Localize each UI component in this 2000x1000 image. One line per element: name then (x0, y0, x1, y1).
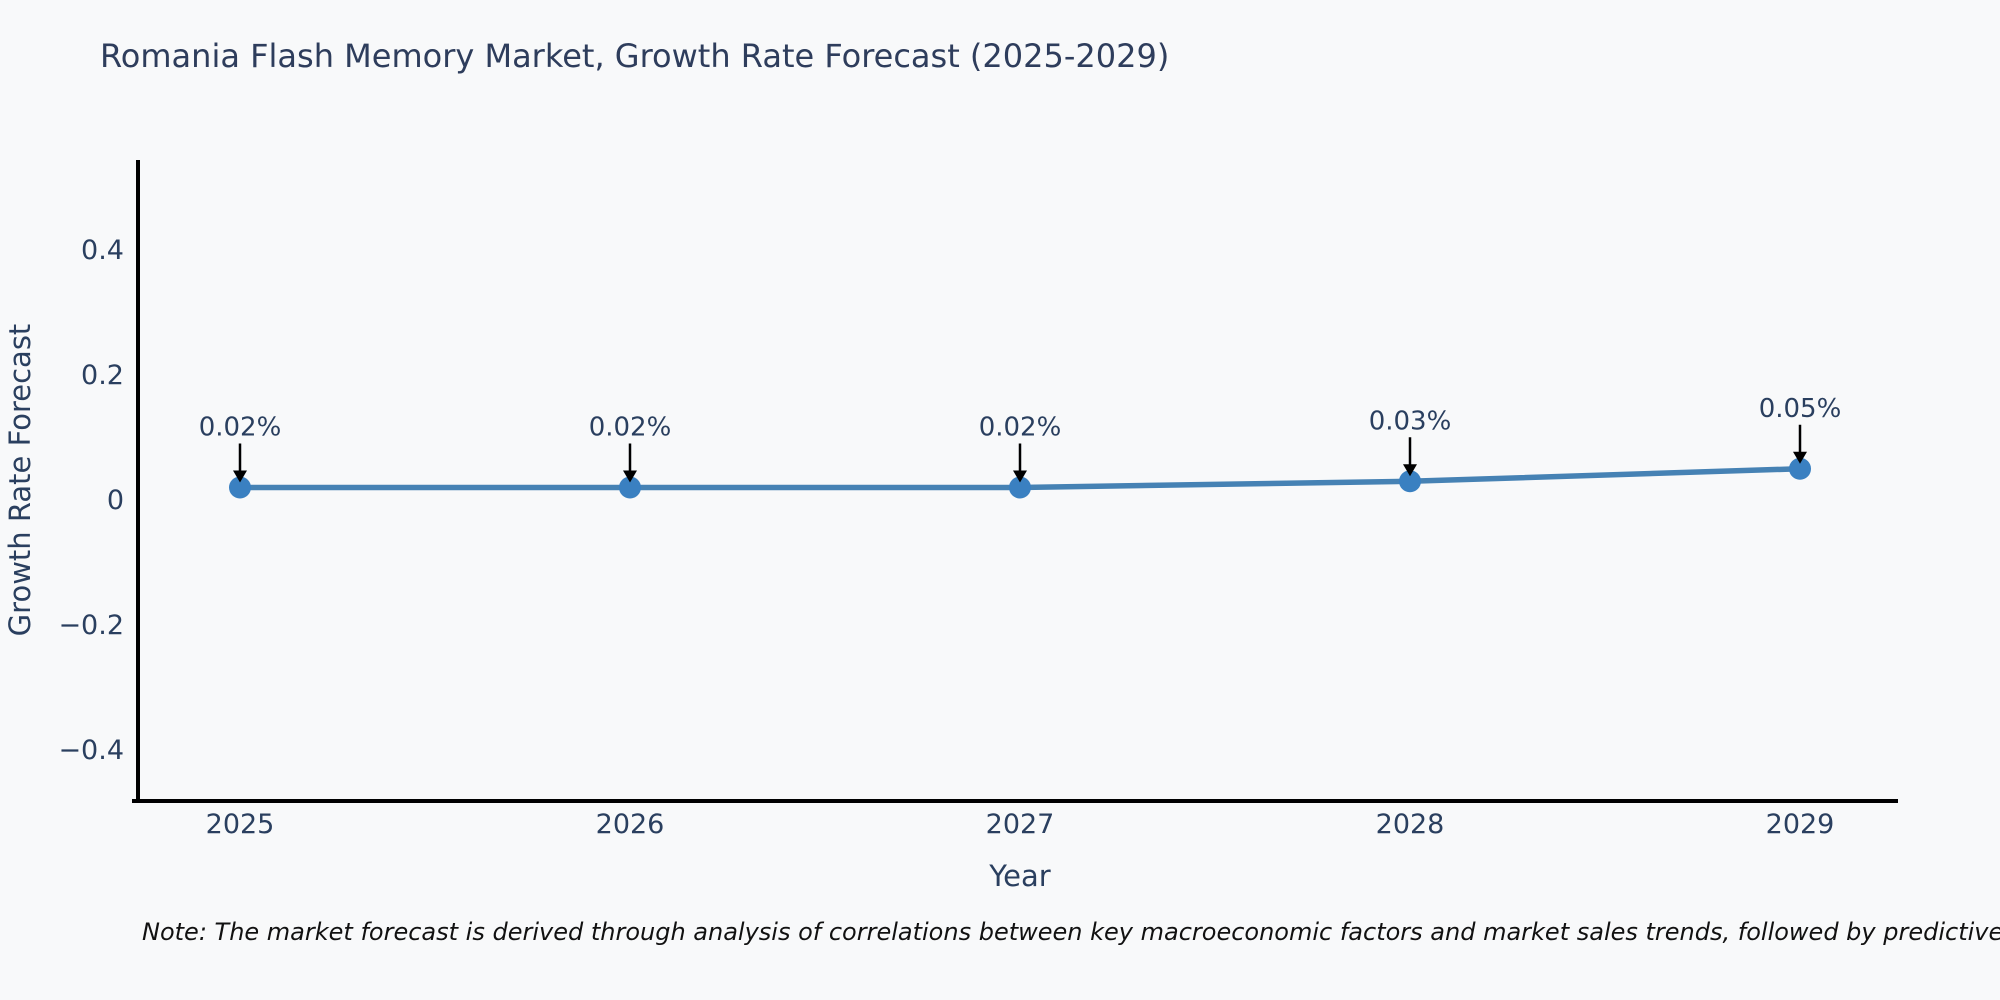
annotation-label: 0.03% (1369, 406, 1452, 436)
x-tick-label: 2027 (986, 809, 1055, 840)
annotation-label: 0.02% (589, 413, 672, 443)
data-point-marker[interactable] (1399, 470, 1421, 493)
x-tick-label: 2029 (1766, 809, 1835, 840)
y-tick-label: −0.4 (58, 735, 124, 766)
data-point-marker[interactable] (229, 476, 251, 499)
y-axis-title: Growth Rate Forecast (3, 324, 37, 637)
y-tick-label: −0.2 (58, 610, 124, 641)
x-axis-title: Year (988, 859, 1050, 893)
annotations-group: 0.02% 0.02% 0.02% 0.03% 0.05% (199, 394, 1842, 483)
chart-title: Romania Flash Memory Market, Growth Rate… (100, 37, 1169, 75)
y-tick-label: 0.2 (81, 360, 124, 391)
annotation-label: 0.02% (979, 413, 1062, 443)
x-tick-label: 2026 (596, 809, 665, 840)
x-tick-label: 2025 (206, 809, 275, 840)
x-tick-label: 2028 (1376, 809, 1445, 840)
x-tick-labels: 2025 2026 2027 2028 2029 (206, 809, 1835, 840)
annotation-label: 0.05% (1759, 394, 1842, 424)
y-tick-labels: 0.4 0.2 0 −0.2 −0.4 (58, 235, 124, 766)
series-group (229, 457, 1811, 499)
annotation-arrowhead-icon (1793, 451, 1807, 464)
annotation-arrowhead-icon (1013, 470, 1027, 483)
y-tick-label: 0.4 (81, 235, 124, 266)
y-tick-label: 0 (107, 485, 124, 516)
chart-footnote: Note: The market forecast is derived thr… (142, 918, 2000, 946)
annotation-arrowhead-icon (1403, 464, 1417, 477)
data-point-marker[interactable] (1009, 476, 1031, 499)
data-point-marker[interactable] (619, 476, 641, 499)
annotation-arrowhead-icon (233, 470, 247, 483)
annotation-arrowhead-icon (623, 470, 637, 483)
annotation-label: 0.02% (199, 413, 282, 443)
data-point-marker[interactable] (1789, 457, 1811, 480)
